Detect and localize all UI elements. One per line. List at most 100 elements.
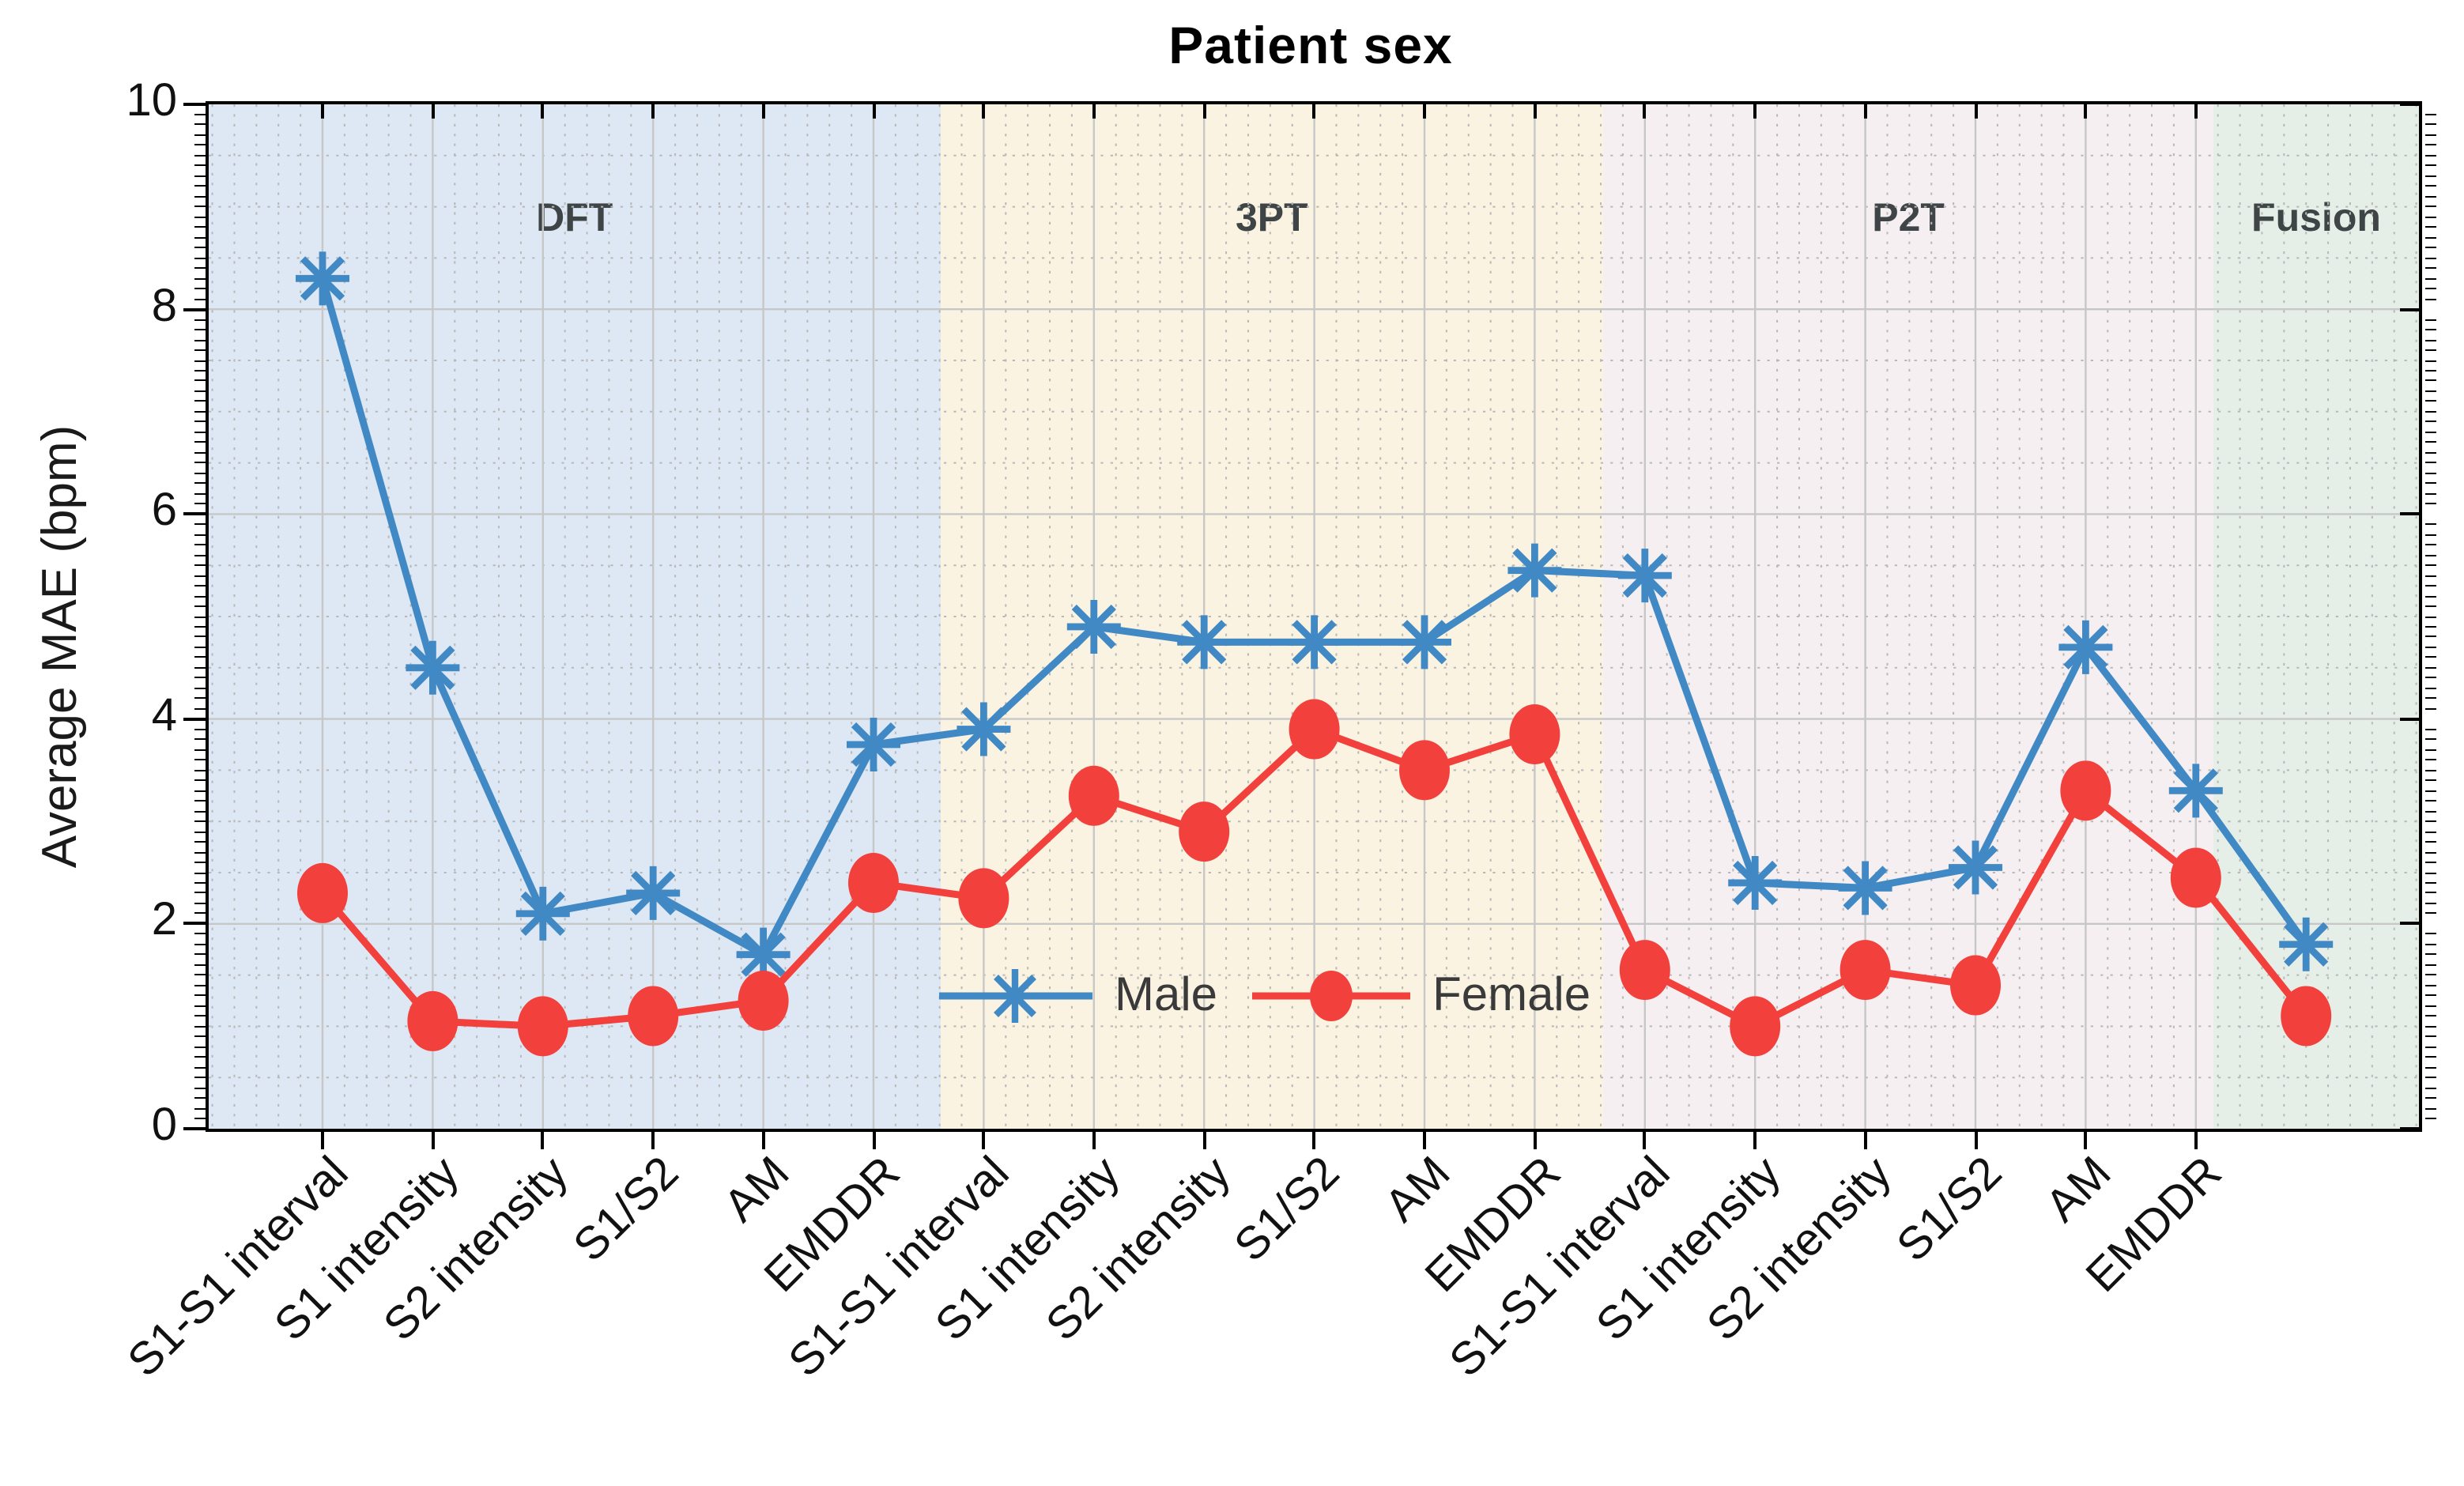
y-tick-right-minor <box>2425 441 2436 443</box>
chart-title: Patient sex <box>1168 16 1453 74</box>
y-tick-left-minor <box>194 585 206 587</box>
x-tick-bottom <box>1423 1132 1426 1149</box>
y-tick-right-minor <box>2425 728 2436 730</box>
y-tick-left-minor <box>194 1035 206 1038</box>
y-tick-right-minor <box>2425 185 2436 187</box>
y-tick-left-minor <box>194 677 206 679</box>
x-tick-label-16: AM <box>2036 1148 2122 1232</box>
y-tick-right-minor <box>2425 1046 2436 1048</box>
y-tick-left-minor <box>194 267 206 270</box>
male-marker-11 <box>1507 543 1562 598</box>
y-tick-left-minor <box>194 441 206 443</box>
y-tick-left-minor <box>194 349 206 352</box>
y-tick-left-minor <box>194 616 206 617</box>
y-tick-left-minor <box>194 195 206 198</box>
y-tick-left-minor <box>194 1025 206 1028</box>
y-tick-right-minor <box>2425 379 2436 382</box>
y-tick-right-minor <box>2425 1015 2436 1017</box>
y-tick-right-minor <box>2425 534 2436 536</box>
y-tick-left-minor <box>194 134 206 136</box>
male-marker-0 <box>296 251 349 306</box>
y-tick-right-minor <box>2425 779 2436 782</box>
x-tick-bottom <box>872 1132 875 1149</box>
y-tick-right-minor <box>2425 267 2436 270</box>
y-tick-right-minor <box>2425 636 2436 638</box>
series-layer <box>296 251 2334 1057</box>
male-marker-12 <box>1617 549 1672 603</box>
y-tick-right-minor <box>2425 666 2436 669</box>
y-tick-left-minor <box>194 862 206 864</box>
y-tick-left-minor <box>194 943 206 945</box>
y-tick-right-minor <box>2425 134 2436 136</box>
y-tick-right-minor <box>2425 216 2436 218</box>
male-marker-3 <box>626 866 681 920</box>
male-marker-15 <box>1949 840 2002 895</box>
y-tick-left-minor <box>194 123 206 126</box>
male-marker-10 <box>1398 615 1451 669</box>
y-tick-left-major <box>183 307 206 311</box>
y-tick-left-minor <box>194 360 206 361</box>
female-marker-13 <box>1730 996 1781 1057</box>
female-marker-7 <box>1068 765 1119 826</box>
x-tick-bottom <box>651 1132 655 1149</box>
x-tick-top <box>1643 104 1647 119</box>
y-tick-right-minor <box>2425 738 2436 741</box>
male-marker-7 <box>1066 599 1121 654</box>
x-tick-top <box>321 104 324 119</box>
y-tick-left-minor <box>194 892 206 894</box>
male-marker-18 <box>2279 917 2334 971</box>
y-tick-left-minor <box>194 666 206 669</box>
y-tick-left-minor <box>194 544 206 546</box>
y-tick-label-10: 10 <box>126 76 177 126</box>
region-label-fusion: Fusion <box>2251 196 2381 240</box>
y-tick-right-minor <box>2425 964 2436 966</box>
female-marker-17 <box>2170 847 2221 908</box>
x-tick-top <box>1312 104 1316 119</box>
y-tick-right-minor <box>2425 1025 2436 1028</box>
x-tick-top <box>1092 104 1096 119</box>
y-tick-left-minor <box>194 503 206 505</box>
x-tick-bottom <box>1753 1132 1757 1149</box>
y-tick-left-minor <box>194 1118 206 1120</box>
y-axis-label: Average MAE (bpm) <box>32 424 87 869</box>
y-tick-right-minor <box>2425 953 2436 956</box>
y-tick-right-minor <box>2425 451 2436 454</box>
y-tick-left-minor <box>194 646 206 648</box>
female-marker-1 <box>407 990 458 1051</box>
x-tick-bottom <box>982 1132 986 1149</box>
y-tick-right-minor <box>2425 687 2436 689</box>
y-tick-right-minor <box>2425 226 2436 228</box>
y-tick-left-minor <box>194 298 206 300</box>
legend-item-male: Male <box>939 964 1252 1028</box>
x-tick-label-10: AM <box>1375 1148 1461 1232</box>
male-line-asterisk-icon <box>939 968 1092 1023</box>
x-tick-label-3: S1/S2 <box>564 1148 689 1272</box>
y-tick-right-minor <box>2425 1077 2436 1079</box>
y-tick-left-minor <box>194 800 206 802</box>
y-tick-left-minor <box>194 605 206 608</box>
y-tick-left-minor <box>194 656 206 658</box>
male-marker-2 <box>515 886 570 941</box>
y-tick-left-minor <box>194 779 206 782</box>
y-tick-left-major <box>183 1127 206 1130</box>
y-tick-left-minor <box>194 738 206 741</box>
y-tick-right-minor <box>2425 943 2436 945</box>
y-tick-left-minor <box>194 912 206 915</box>
y-tick-right-minor <box>2425 881 2436 884</box>
female-line-circle-icon <box>1252 970 1411 1021</box>
x-tick-top <box>1753 104 1757 119</box>
female-marker-11 <box>1509 704 1560 765</box>
male-marker-17 <box>2168 764 2223 818</box>
y-tick-right-minor <box>2425 1107 2436 1110</box>
x-tick-top <box>1533 104 1537 119</box>
y-tick-left-minor <box>194 994 206 997</box>
y-tick-left-minor <box>194 575 206 577</box>
y-tick-left-minor <box>194 319 206 321</box>
y-tick-right-minor <box>2425 585 2436 587</box>
y-tick-right-minor <box>2425 1118 2436 1120</box>
y-tick-left-major <box>183 512 206 516</box>
y-tick-left-minor <box>194 554 206 556</box>
y-tick-left-minor <box>194 881 206 884</box>
y-tick-right-minor <box>2425 800 2436 802</box>
y-tick-right-major <box>2400 307 2419 311</box>
